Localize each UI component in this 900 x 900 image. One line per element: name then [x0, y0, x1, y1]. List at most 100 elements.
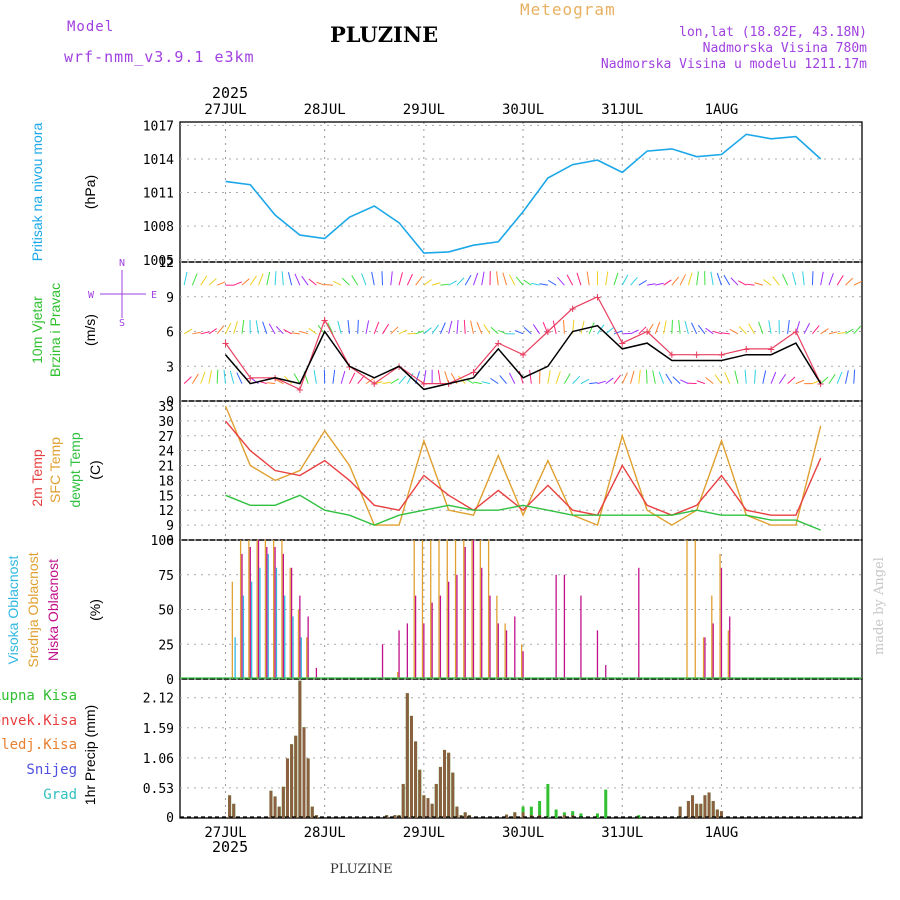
wind-arrow: [671, 276, 680, 286]
wind-arrow: [283, 329, 292, 335]
wind-arrow: [287, 272, 293, 286]
wind-arrow: [734, 370, 739, 384]
wind-arrow: [744, 369, 747, 384]
precip-bar: [604, 789, 608, 818]
wind-arrow: [241, 320, 245, 334]
temp-ylabel: (C): [87, 460, 103, 479]
pressure-line: [225, 133, 822, 254]
wind-arrow: [340, 370, 346, 384]
precip-bar: [579, 813, 583, 818]
precip-bar: [451, 772, 455, 818]
compass-n: N: [119, 258, 125, 269]
wind-arrow: [820, 328, 829, 335]
wind-arrow: [423, 369, 427, 384]
gust-marker: +: [519, 348, 526, 362]
wind-arrow: [787, 376, 796, 384]
wind-arrow: [621, 372, 628, 384]
wind-arrow: [730, 277, 739, 286]
panel-frame: [179, 400, 863, 541]
wind-arrow: [357, 375, 365, 384]
panel-frame: [179, 678, 863, 819]
precip-bar: [290, 744, 294, 818]
gust-marker: +: [544, 325, 551, 339]
wind-arrow: [828, 373, 836, 384]
wind-arrow: [398, 375, 407, 384]
wind-arrow: [308, 327, 317, 335]
wind-arrow: [327, 322, 334, 335]
precip-bar: [529, 806, 533, 818]
wind-arrow: [531, 282, 540, 286]
precip-bar: [554, 809, 558, 818]
wind-arrow: [762, 370, 767, 384]
precip-bar: [269, 790, 273, 818]
wind-arrow: [373, 321, 380, 334]
wind-arrow: [539, 283, 548, 286]
dewpt-temp-line: [225, 494, 821, 531]
precip-ylabel: 1hr Precip (mm): [82, 705, 98, 805]
wind-arrow: [349, 372, 356, 384]
wind-arrow: [390, 271, 393, 286]
wind-arrow: [663, 320, 667, 334]
wind-arrow: [457, 375, 466, 384]
wind-arrow: [630, 370, 635, 384]
precip-bar: [703, 795, 707, 818]
wind-arrow: [716, 272, 722, 286]
y-tick-label: 75: [158, 569, 174, 584]
wind-arrow: [705, 327, 714, 335]
wind-arrow: [382, 323, 390, 335]
wind-arrow: [845, 328, 854, 335]
y-tick-label: 21: [158, 460, 174, 475]
y-tick-label: 1005: [143, 254, 174, 269]
wind-arrow: [299, 330, 309, 335]
pressure-ylabel: (hPa): [82, 175, 98, 209]
y-tick-label: 9: [166, 519, 174, 534]
wind-arrow: [770, 371, 777, 384]
cloud-title-high: Visoka Oblacnost: [5, 556, 21, 665]
gust-marker: +: [594, 290, 601, 304]
precip-bar: [711, 800, 715, 818]
gust-marker: +: [321, 313, 328, 327]
precip-bar: [422, 795, 426, 818]
gust-line: [225, 296, 822, 391]
wind-arrow: [381, 271, 384, 286]
wind-arrow: [347, 319, 350, 334]
precip-legend-item: Zaledj.Kisa: [0, 737, 77, 753]
wind-arrow: [748, 323, 755, 335]
y-tick-label: 50: [158, 604, 174, 619]
wind-arrow: [812, 325, 820, 335]
wind-arrow: [301, 275, 309, 286]
precip-bar: [294, 735, 298, 818]
wind-arrow: [811, 271, 814, 286]
precip-bar: [285, 758, 289, 818]
model-name: wrf-nmm_v3.9.1 e3km: [64, 48, 255, 66]
panel-frame: [179, 121, 863, 263]
wind-arrow: [308, 278, 317, 286]
wind-arrow: [605, 377, 614, 385]
precip-legend-item: Konvek.Kisa: [0, 713, 77, 729]
wind-arrow: [437, 369, 441, 384]
wind-arrow: [275, 378, 284, 385]
gust-marker: +: [420, 377, 427, 391]
wind-arrow: [787, 320, 790, 334]
wind-arrow: [183, 376, 192, 384]
y-tick-label: 27: [158, 430, 174, 445]
wind-arrow: [547, 279, 557, 286]
wind-arrow: [646, 283, 656, 286]
precip-bar: [715, 809, 719, 818]
precip-bar: [434, 783, 438, 818]
wind-arrow: [588, 322, 595, 335]
y-tick-label: 18: [158, 474, 174, 489]
wind-arrow: [836, 371, 843, 384]
wind-arrow: [464, 274, 472, 286]
y-tick-label: 1.06: [143, 752, 174, 767]
gust-marker: +: [569, 301, 576, 315]
precip-bar: [562, 815, 566, 818]
wind-arrow: [361, 273, 367, 286]
y-tick-label: 1011: [143, 187, 174, 202]
wind-arrow: [721, 332, 730, 335]
wind-arrow: [621, 274, 629, 286]
x-tick-label-bottom: 27JUL: [204, 825, 246, 841]
wind-arrow: [691, 322, 698, 335]
precip-bar: [310, 806, 314, 818]
wind-arrow: [398, 272, 403, 286]
